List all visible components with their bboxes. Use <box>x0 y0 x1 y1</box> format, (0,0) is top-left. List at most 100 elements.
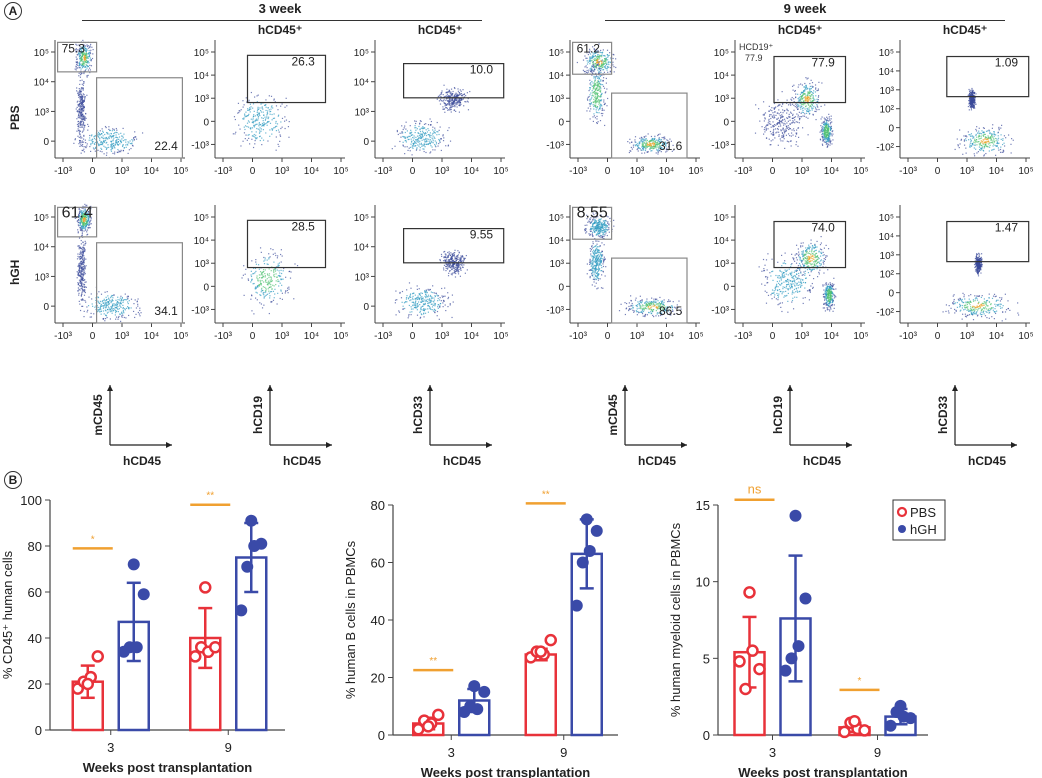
event-dot <box>768 123 771 125</box>
event-dot <box>119 304 121 306</box>
event-dot <box>590 108 592 110</box>
event-dot <box>105 304 107 306</box>
event-dot <box>81 270 83 272</box>
event-dot <box>86 213 88 216</box>
event-dot <box>263 256 265 259</box>
event-dot <box>265 104 267 106</box>
event-dot <box>120 141 123 144</box>
event-dot <box>816 105 818 107</box>
event-dot <box>594 80 596 82</box>
event-dot <box>81 227 83 230</box>
event-dot <box>285 119 288 121</box>
event-dot <box>81 109 83 111</box>
event-dot <box>92 138 94 140</box>
event-dot <box>404 146 406 148</box>
event-dot <box>423 134 426 136</box>
event-dot <box>442 135 444 137</box>
event-dot <box>110 140 113 142</box>
event-dot <box>88 54 91 56</box>
event-dot <box>131 138 133 141</box>
event-dot <box>79 95 81 97</box>
event-dot <box>781 136 783 138</box>
event-dot <box>85 226 87 228</box>
event-dot <box>786 122 788 124</box>
event-dot <box>425 123 427 125</box>
event-dot <box>769 109 772 111</box>
event-dot <box>90 150 92 152</box>
event-dot <box>816 109 818 111</box>
event-dot <box>78 129 80 131</box>
event-dot <box>455 103 457 105</box>
event-dot <box>84 212 86 214</box>
event-dot <box>832 133 834 135</box>
event-dot <box>597 95 599 97</box>
event-dot <box>82 277 84 280</box>
event-dot <box>640 139 642 141</box>
event-dot <box>804 82 806 85</box>
event-dot <box>233 116 236 118</box>
event-dot <box>813 98 815 100</box>
event-dot <box>419 310 422 312</box>
event-dot <box>133 137 135 139</box>
event-dot <box>804 113 806 115</box>
event-dot <box>80 152 82 154</box>
event-dot <box>658 146 660 148</box>
event-dot <box>602 69 604 71</box>
x-tick-label: 10⁴ <box>464 331 479 342</box>
event-dot <box>84 281 86 283</box>
event-dot <box>104 302 106 304</box>
event-dot <box>117 318 119 320</box>
event-dot <box>808 98 810 100</box>
event-dot <box>114 143 116 145</box>
event-dot <box>991 135 993 137</box>
event-dot <box>803 115 806 117</box>
event-dot <box>803 97 805 99</box>
event-dot <box>828 116 830 118</box>
event-dot <box>423 144 425 146</box>
event-dot <box>261 307 264 309</box>
event-dot <box>410 308 413 310</box>
event-dot <box>455 95 458 98</box>
event-dot <box>396 129 398 132</box>
event-dot <box>102 305 104 307</box>
event-dot <box>969 93 971 96</box>
event-dot <box>985 136 987 138</box>
event-dot <box>603 55 605 57</box>
event-dot <box>251 135 254 137</box>
event-dot <box>78 208 80 210</box>
event-dot <box>77 128 79 130</box>
event-dot <box>108 126 110 128</box>
event-dot <box>420 135 422 138</box>
event-dot <box>80 279 82 281</box>
event-dot <box>253 282 255 285</box>
event-dot <box>589 88 591 90</box>
event-dot <box>776 118 778 120</box>
event-dot <box>829 138 831 140</box>
gate-box <box>610 92 688 159</box>
event-dot <box>598 89 600 91</box>
event-dot <box>110 135 112 137</box>
event-dot <box>81 267 83 269</box>
x-tick-label: 10⁵ <box>688 166 703 177</box>
event-dot <box>279 140 281 142</box>
event-dot <box>284 127 286 130</box>
event-dot <box>604 67 606 69</box>
event-dot <box>80 287 82 290</box>
event-dot <box>821 126 823 128</box>
event-dot <box>823 121 825 123</box>
event-dot <box>784 109 786 112</box>
event-dot <box>447 100 449 102</box>
event-dot <box>829 144 831 146</box>
event-dot <box>78 273 80 276</box>
event-dot <box>110 137 113 139</box>
event-dot <box>823 123 825 125</box>
event-dot <box>642 145 644 147</box>
event-dot <box>81 273 83 275</box>
event-dot <box>445 95 448 97</box>
event-dot <box>106 298 108 301</box>
event-dot <box>985 145 987 147</box>
event-dot <box>264 259 266 261</box>
event-dot <box>77 218 80 221</box>
event-dot <box>780 140 782 142</box>
